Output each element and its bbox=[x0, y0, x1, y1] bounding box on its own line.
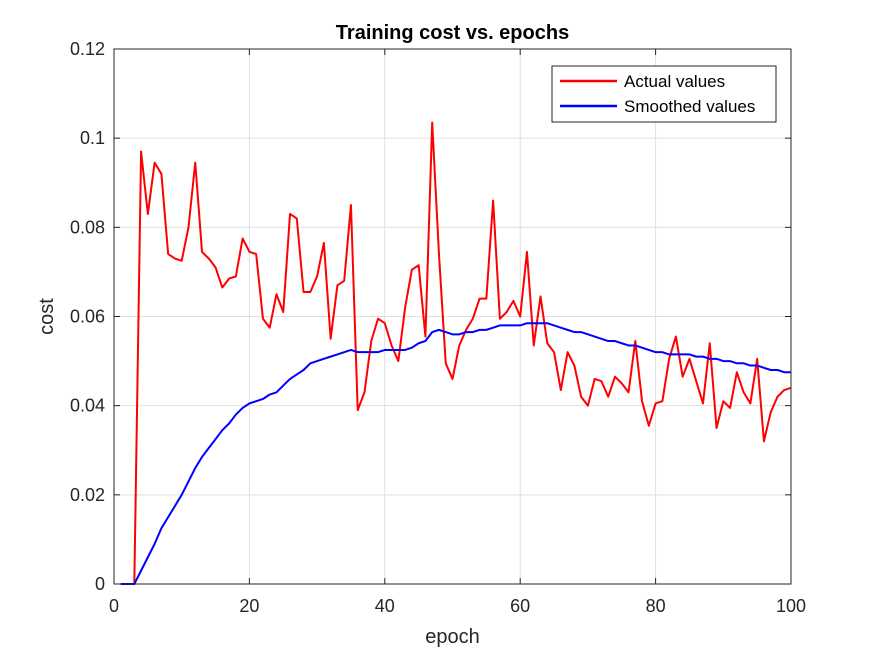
legend: Actual values Smoothed values bbox=[551, 65, 777, 123]
actual-values-line bbox=[120, 121, 792, 585]
legend-box bbox=[551, 65, 777, 123]
chart-title: Training cost vs. epochs bbox=[336, 22, 569, 44]
y-tick-label: 0.1 bbox=[80, 128, 105, 148]
legend-label-actual: Actual values bbox=[624, 72, 725, 91]
legend-label-smoothed: Smoothed values bbox=[624, 97, 755, 116]
series-group bbox=[120, 121, 792, 585]
x-tick-label: 40 bbox=[375, 596, 395, 616]
x-tick-label: 20 bbox=[239, 596, 259, 616]
x-ticks: 0 20 40 60 80 100 bbox=[109, 49, 806, 616]
y-axis-title: cost bbox=[36, 298, 58, 335]
y-tick-label: 0 bbox=[95, 574, 105, 594]
y-tick-label: 0.06 bbox=[70, 307, 105, 327]
x-tick-label: 80 bbox=[646, 596, 666, 616]
smoothed-values-line bbox=[120, 322, 791, 585]
x-tick-label: 100 bbox=[776, 596, 806, 616]
y-tick-label: 0.04 bbox=[70, 396, 105, 416]
y-ticks: 0 0.02 0.04 0.06 0.08 0.1 0.12 bbox=[70, 39, 791, 594]
y-tick-label: 0.12 bbox=[70, 39, 105, 59]
x-axis-title: epoch bbox=[425, 626, 480, 648]
y-tick-label: 0.08 bbox=[70, 217, 105, 237]
x-tick-label: 0 bbox=[109, 596, 119, 616]
y-tick-label: 0.02 bbox=[70, 485, 105, 505]
x-tick-label: 60 bbox=[510, 596, 530, 616]
